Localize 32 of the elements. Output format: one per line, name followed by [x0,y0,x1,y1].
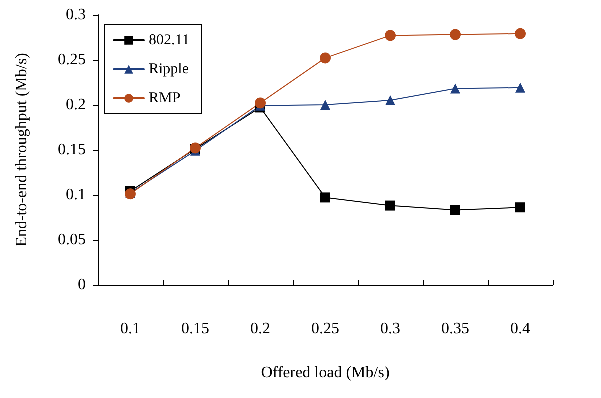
legend-label: 802.11 [149,32,190,48]
x-tick-label: 0.4 [510,320,530,338]
point [516,82,526,93]
y-axis-title: End-to-end throughput (Mb/s) [14,53,30,247]
point [450,29,461,40]
y-tick-label: 0.25 [58,52,86,68]
y-tick-label: 0.15 [58,142,86,158]
point [320,100,330,110]
y-tick-label: 0.05 [58,232,86,248]
y-tick-label: 0.2 [66,96,86,114]
x-axis-title: Offered load (Mb/s) [261,364,390,382]
x-tick-label: 0.1 [120,320,140,338]
point [386,96,396,106]
point [515,28,526,40]
point [450,84,460,94]
point [255,98,266,109]
y-tick-label: 0.1 [66,186,86,204]
x-tick-label: 0.2 [250,320,270,338]
point [516,202,526,213]
legend-label: Ripple [149,62,190,78]
y-tick-label: 0 [78,276,86,294]
point [320,52,331,64]
point [320,192,330,203]
x-tick-label: 0.3 [380,320,400,338]
x-tick-label: 0.15 [182,320,210,338]
point [450,205,460,216]
y-tick-label: 0.3 [66,6,86,24]
legend-label: RMP [149,90,181,106]
point [386,200,396,211]
x-tick-label: 0.25 [312,320,340,338]
point [385,30,396,42]
x-tick-label: 0.35 [442,320,470,338]
